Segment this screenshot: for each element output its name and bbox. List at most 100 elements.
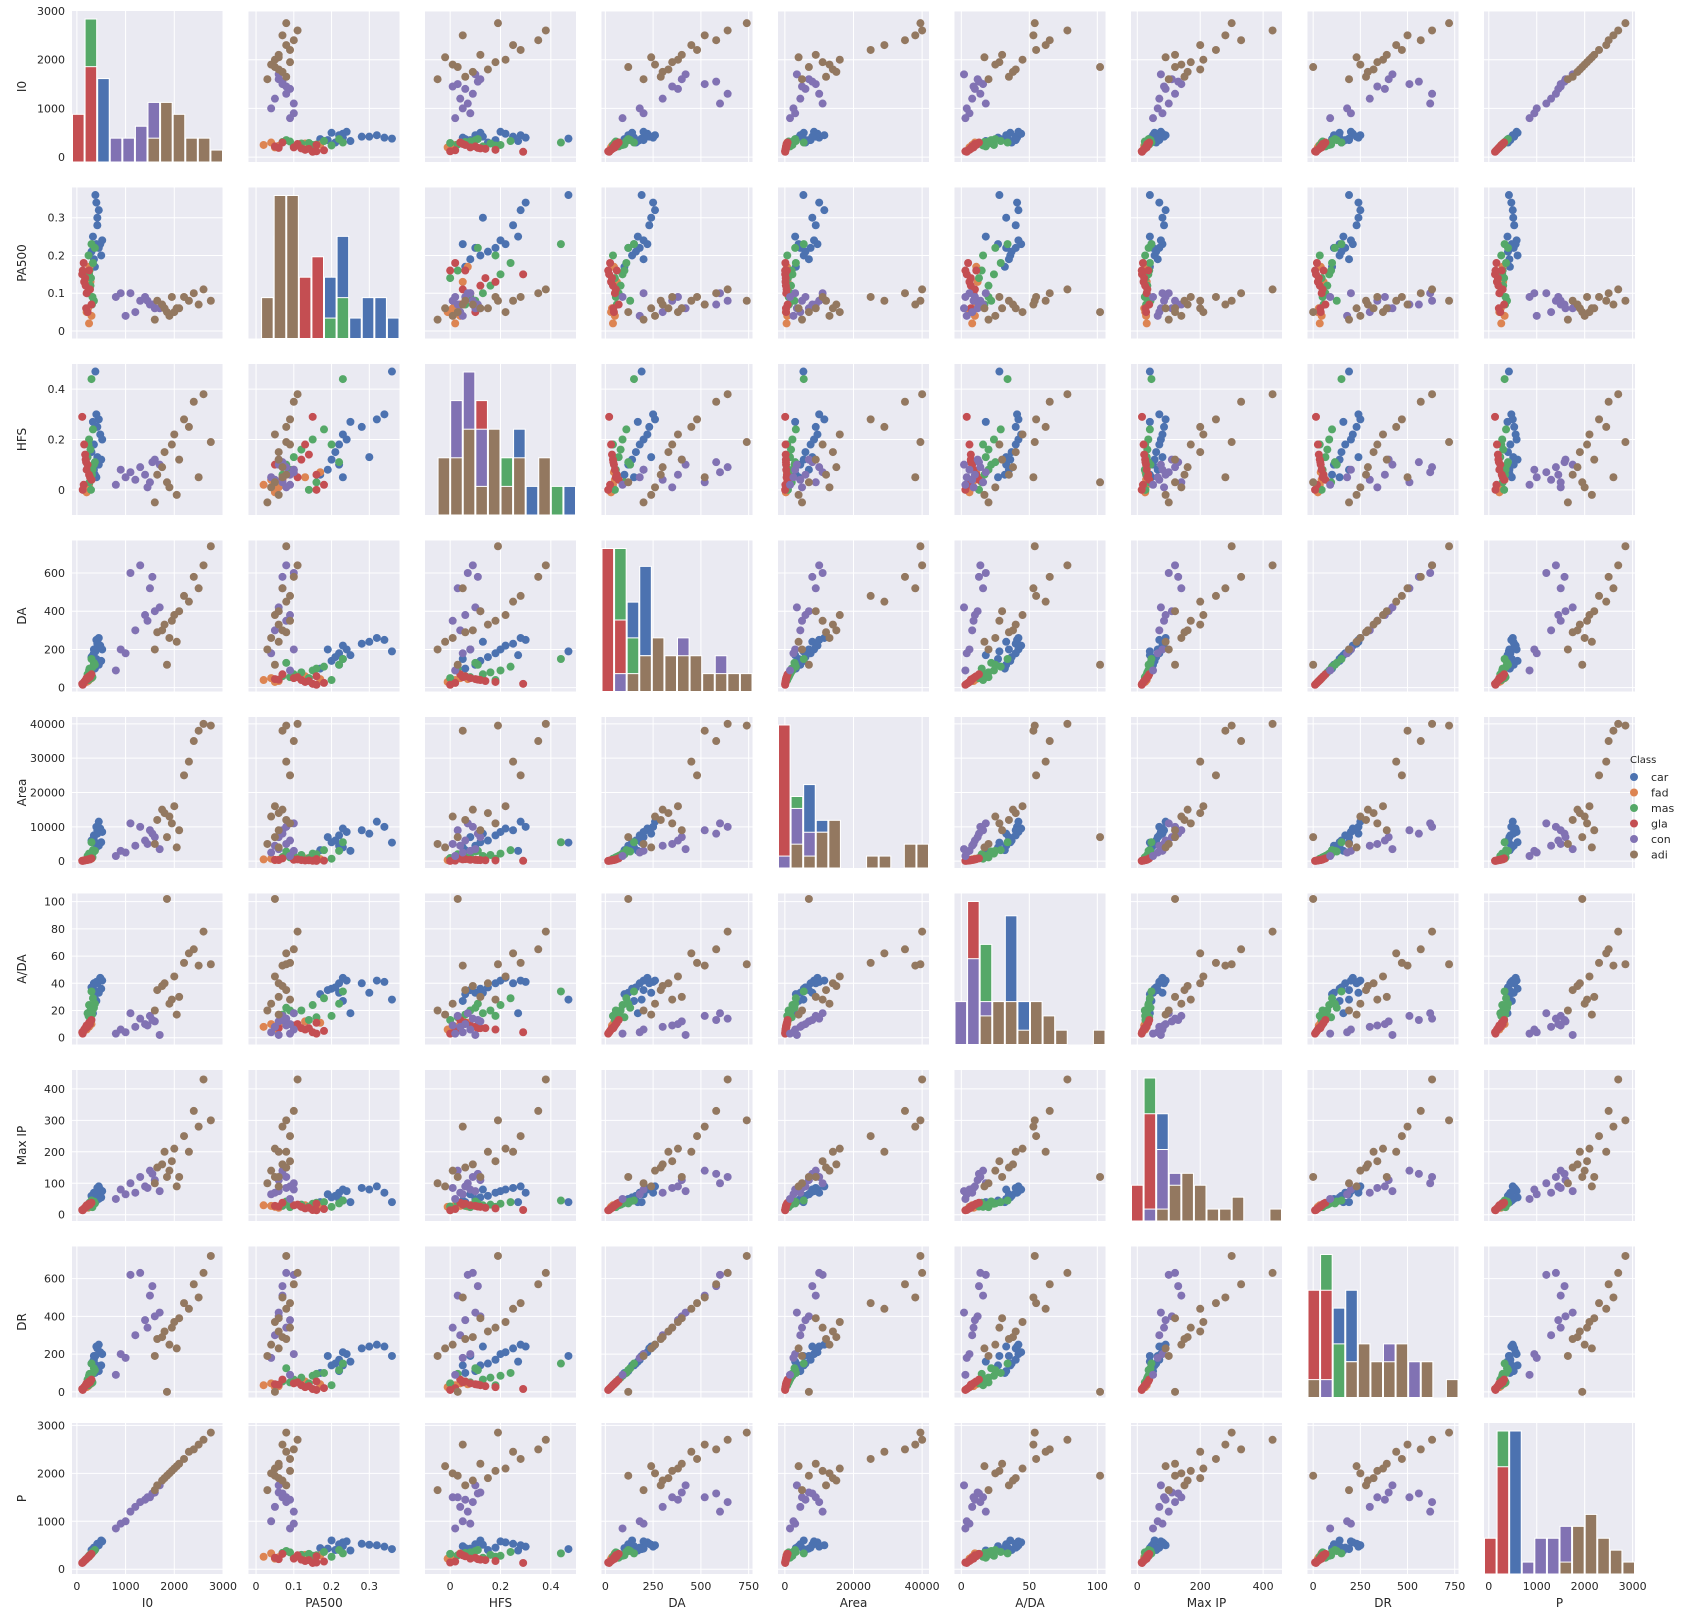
hist-bar-adi [274,196,286,339]
scatter-point-adi [991,634,999,642]
scatter-point-adi [1309,308,1317,316]
scatter-point-adi [278,727,286,735]
y-tick-label: 40 [51,977,65,990]
scatter-point-mas [335,1199,343,1207]
scatter-point-con [786,481,794,489]
scatter-point-mas [1319,1006,1327,1014]
scatter-point-car [820,977,828,985]
scatter-point-car [1514,251,1522,259]
hist-bar-mas [325,318,337,338]
scatter-point-car [484,248,492,256]
scatter-point-adi [1573,301,1581,309]
y-axis-label: DA [15,607,29,625]
scatter-point-mas [800,1197,808,1205]
scatter-point-adi [173,1182,181,1190]
scatter-point-adi [995,441,1003,449]
hist-bar-con [1144,1209,1156,1221]
scatter-point-adi [1595,771,1603,779]
y-tick-label: 200 [44,643,65,656]
scatter-point-car [1146,191,1154,199]
scatter-point-con [796,95,804,103]
scatter-point-car [365,1186,373,1194]
scatter-point-con [141,1316,149,1324]
scatter-point-car [328,129,336,137]
scatter-point-mas [985,1203,993,1211]
scatter-point-mas [1145,1000,1153,1008]
y-tick-label: 300 [44,1114,65,1127]
scatter-point-con [144,617,152,625]
scatter-point-car [982,418,990,426]
scatter-point-adi [185,423,193,431]
scatter-point-adi [674,1145,682,1153]
scatter-point-con [786,1195,794,1203]
scatter-point-adi [1177,634,1185,642]
scatter-point-adi [795,491,803,499]
scatter-point-adi [651,61,659,69]
scatter-point-gla [474,676,482,684]
scatter-point-con [819,100,827,108]
scatter-point-con [963,649,971,657]
scatter-point-adi [200,1269,208,1277]
scatter-point-adi [880,297,888,305]
scatter-point-con [960,845,968,853]
scatter-point-adi [836,1145,844,1153]
scatter-point-adi [829,1148,837,1156]
scatter-point-gla [1492,259,1500,267]
scatter-point-adi [1404,473,1412,481]
scatter-point-con [793,461,801,469]
scatter-point-con [798,83,806,91]
scatter-point-car [346,1009,354,1017]
scatter-point-adi [901,398,909,406]
scatter-point-con [112,852,120,860]
scatter-point-adi [651,1167,659,1175]
scatter-point-gla [605,413,613,421]
scatter-point-adi [916,542,924,550]
hist-bar-gla [299,277,311,338]
scatter-point-car [484,837,492,845]
scatter-point-con [619,1030,627,1038]
scatter-point-adi [180,959,188,967]
scatter-point-gla [967,274,975,282]
scatter-point-adi [290,737,298,745]
scatter-point-adi [1614,390,1622,398]
scatter-point-adi [1237,945,1245,953]
scatter-point-mas [622,259,630,267]
scatter-point-gla [1316,144,1324,152]
panel-hfs-vs-i0 [72,364,223,515]
scatter-point-adi [509,949,517,957]
scatter-point-adi [1583,441,1591,449]
scatter-point-con [1160,1021,1168,1029]
scatter-point-con [282,483,290,491]
scatter-point-adi [502,308,510,316]
scatter-point-car [343,977,351,985]
scatter-point-adi [1184,68,1192,76]
scatter-point-adi [1404,584,1412,592]
scatter-point-con [674,471,682,479]
scatter-point-adi [1171,478,1179,486]
y-tick-label: 80 [51,923,65,936]
scatter-point-adi [624,308,632,316]
scatter-point-adi [286,996,294,1004]
scatter-point-adi [1345,75,1353,83]
hist-bar-adi [728,674,740,692]
scatter-point-adi [880,598,888,606]
scatter-point-con [668,840,676,848]
scatter-point-con [636,1028,644,1036]
scatter-point-mas [479,1009,487,1017]
scatter-point-car [1510,423,1518,431]
scatter-point-con [1381,837,1389,845]
scatter-point-car [491,979,499,987]
scatter-point-gla [1495,144,1503,152]
scatter-point-con [451,1195,459,1203]
scatter-point-adi [640,840,648,848]
scatter-point-con [1149,114,1157,122]
scatter-point-adi [271,661,279,669]
scatter-point-adi [1269,561,1277,569]
scatter-point-mas [1147,838,1155,846]
scatter-point-car [388,1352,396,1360]
scatter-point-adi [267,634,275,642]
scatter-point-car [1014,236,1022,244]
hist-bar-adi [703,674,715,692]
panel-da-vs-i0 [72,541,223,692]
scatter-point-adi [190,289,198,297]
